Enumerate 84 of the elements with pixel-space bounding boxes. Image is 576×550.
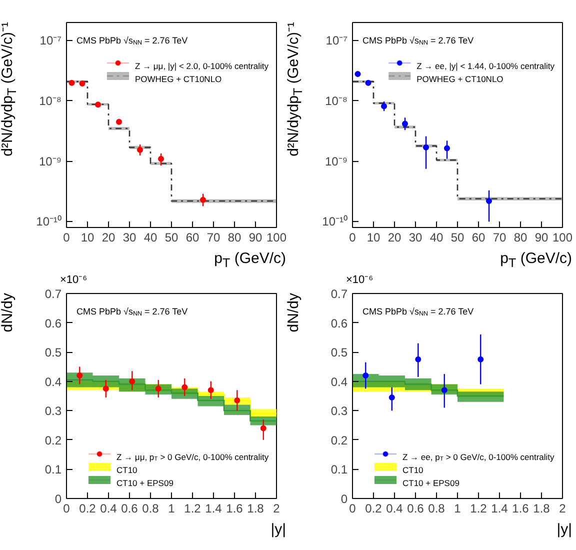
- y-axis-title: dN/dy: [0, 293, 16, 334]
- y-tick-label: 0.3: [330, 404, 348, 418]
- x-tick-label: 2: [559, 502, 566, 516]
- x-tick-label: 2: [273, 502, 280, 516]
- y-tick-label: 0.5: [330, 346, 348, 360]
- legend-label: CT10 + EPS09: [116, 478, 174, 488]
- x-tick-label: 90: [534, 230, 548, 244]
- x-tick-label: 1.2: [470, 502, 488, 516]
- x-tick-label: 40: [144, 230, 158, 244]
- y-tick-label: 0.4: [44, 374, 62, 389]
- y-tick-label: 0.6: [44, 316, 62, 330]
- y-tick-label: 0.1: [330, 462, 348, 477]
- y-tick-label: 0.4: [330, 374, 348, 389]
- x-tick-label: 70: [492, 230, 506, 244]
- x-tick-label: 50: [164, 230, 178, 244]
- y-tick-label: 0.5: [44, 346, 62, 360]
- y-tick-label: 0.6: [330, 316, 348, 330]
- y-tick-label: 0: [340, 492, 348, 506]
- y-tick-label: 10⁻⁷: [40, 34, 62, 48]
- legend-label: POWHEG + CT10NLO: [416, 74, 504, 84]
- y-tick-label: 10⁻¹⁰: [36, 214, 62, 229]
- x-tick-label: 1: [168, 502, 176, 516]
- y-tick-label: 0.2: [44, 433, 62, 448]
- y-tick-label: 0.7: [330, 287, 348, 301]
- y-tick-label: 10⁻⁸: [39, 94, 62, 108]
- x-tick-label: 1.2: [184, 502, 202, 516]
- y-tick-label: 10⁻⁹: [325, 154, 348, 168]
- x-tick-label: 0.6: [121, 502, 138, 516]
- y-tick-label: 0.1: [44, 462, 62, 477]
- x-tick-label: 100: [552, 230, 573, 244]
- y-axis-title: dN/dy: [285, 293, 302, 334]
- y-tick-label: 10⁻⁸: [325, 94, 348, 108]
- x-tick-label: 30: [122, 230, 136, 244]
- x-axis-title: p$_{T}$ (GeV/c): [499, 250, 572, 271]
- x-tick-label: 100: [266, 230, 287, 244]
- legend-label: CT10: [116, 465, 138, 475]
- x-tick-label: 0.4: [386, 502, 404, 516]
- x-tick-label: 10: [80, 230, 94, 244]
- x-tick-label: 70: [206, 230, 220, 244]
- x-tick-label: 0.8: [428, 502, 446, 516]
- y-tick-label: 0: [54, 492, 62, 506]
- y-tick-label: 10⁻¹⁰: [322, 214, 348, 229]
- x-tick-label: 0: [349, 502, 356, 516]
- x-tick-label: 0.6: [407, 502, 424, 516]
- x-tick-label: 1.6: [226, 502, 244, 516]
- y-tick-label: 10⁻⁹: [39, 154, 62, 168]
- x-tick-label: 40: [430, 230, 444, 244]
- x-tick-label: 1.4: [491, 502, 508, 516]
- y-tick-label: 0.3: [44, 404, 62, 418]
- x-tick-label: 20: [388, 230, 402, 244]
- x-tick-label: 0: [349, 230, 356, 244]
- x-tick-label: 0: [63, 230, 70, 244]
- legend-label: Z → μμ, |y| < 2.0, 0-100% centrality: [134, 61, 270, 71]
- x-tick-label: 1.8: [533, 502, 550, 516]
- text: ×10⁻⁶: [345, 274, 374, 286]
- x-tick-label: 0: [63, 502, 70, 516]
- x-tick-label: 0.4: [100, 502, 118, 516]
- legend-label: CT10 + EPS09: [402, 478, 460, 488]
- x-tick-label: 20: [102, 230, 116, 244]
- x-tick-label: 30: [408, 230, 422, 244]
- x-tick-label: 1.6: [512, 502, 530, 516]
- x-tick-label: 80: [514, 230, 528, 244]
- x-tick-label: 60: [186, 230, 200, 244]
- x-axis-title: p$_{T}$ (GeV/c): [213, 250, 286, 271]
- x-tick-label: 0.8: [142, 502, 160, 516]
- x-tick-label: 0.2: [365, 502, 382, 516]
- x-axis-title: |y|: [556, 521, 572, 538]
- x-axis-title: |y|: [270, 521, 286, 538]
- x-tick-label: 1.4: [205, 502, 222, 516]
- x-tick-label: 80: [228, 230, 242, 244]
- x-tick-label: 10: [366, 230, 380, 244]
- x-tick-label: 50: [450, 230, 464, 244]
- x-tick-label: 1.8: [247, 502, 264, 516]
- text: ×10⁻⁶: [59, 274, 88, 286]
- y-tick-label: 0.2: [330, 433, 348, 448]
- x-tick-label: 0.2: [79, 502, 96, 516]
- legend-label: Z → ee, |y| < 1.44, 0-100% centrality: [416, 61, 556, 71]
- y-tick-label: 10⁻⁷: [326, 34, 348, 48]
- x-tick-label: 90: [248, 230, 262, 244]
- y-tick-label: 0.7: [44, 287, 62, 301]
- legend-label: CT10: [402, 465, 424, 475]
- legend-label: POWHEG + CT10NLO: [134, 74, 222, 84]
- x-tick-label: 1: [454, 502, 462, 516]
- x-tick-label: 60: [472, 230, 486, 244]
